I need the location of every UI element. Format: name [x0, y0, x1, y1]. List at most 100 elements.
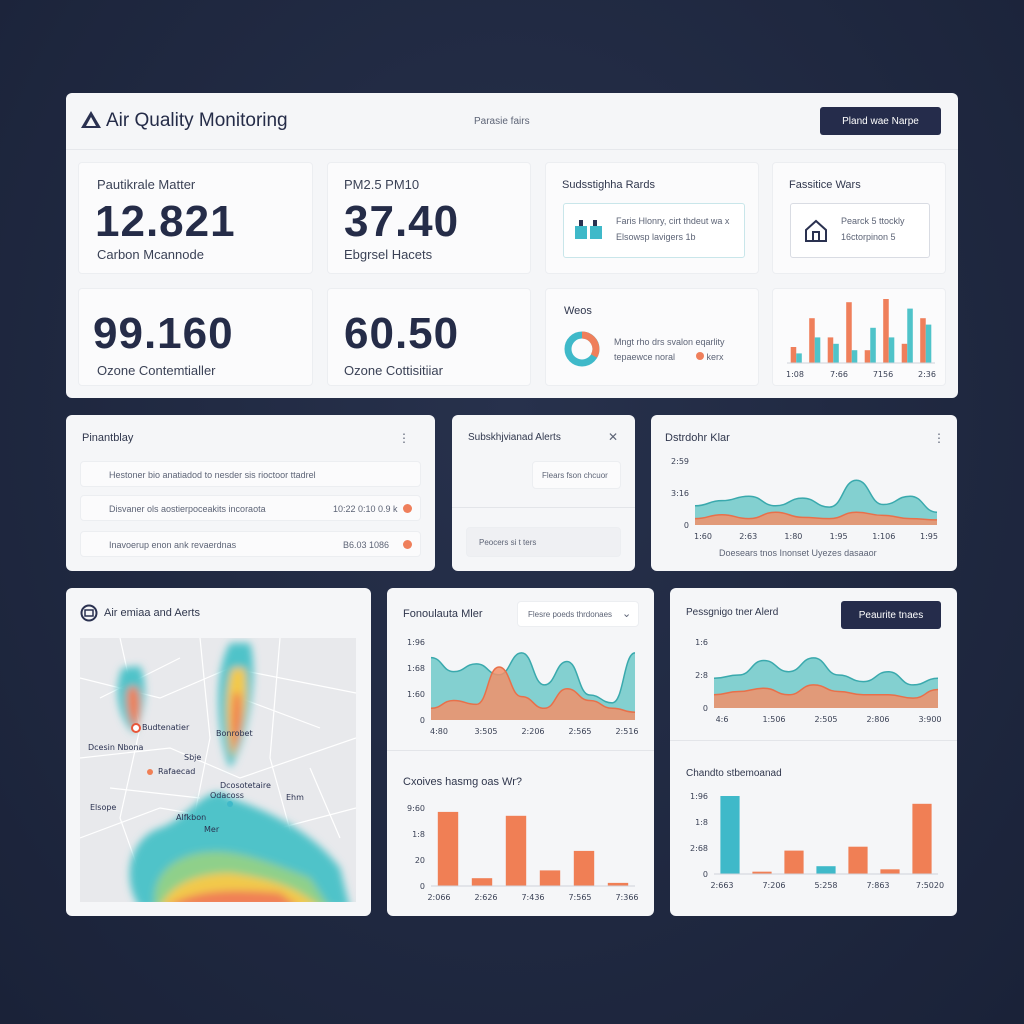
close[interactable]: ✕	[608, 430, 619, 444]
x-tick-label: 1:80	[784, 532, 802, 541]
x-tick-label: 4:6	[716, 715, 729, 724]
y-tick-label: 2:68	[690, 844, 708, 853]
item-value: 10:22 0:10 0.9 k	[333, 504, 398, 514]
metric-value: 99.160	[93, 309, 234, 358]
x-tick-label: 1:106	[872, 532, 895, 541]
list-item[interactable]: Hestoner bio anatiadod to nesder sis rio…	[80, 461, 421, 487]
metric-card: PM2.5 PM10 37.40 Ebgrsel Hacets	[327, 162, 531, 274]
panel-title: Subskhjvianad Alerts	[468, 432, 561, 443]
chevron: ⌄	[622, 608, 632, 620]
y-tick-label: 1:96	[407, 638, 425, 647]
icon	[575, 220, 602, 239]
status-dot	[403, 540, 412, 549]
panel-title: Air emiaa and Aerts	[104, 607, 200, 619]
x-tick-label: 7:863	[866, 881, 889, 890]
area	[714, 684, 938, 708]
bar	[505, 815, 527, 886]
divider	[66, 149, 958, 150]
bar	[809, 318, 815, 363]
info-line: tepaewce noral	[614, 352, 676, 362]
y-tick-label: 1:8	[412, 830, 425, 839]
x-tick-label: 7156	[873, 370, 893, 379]
info-box: Faris Hlonry, cirt thdeut wa x Elsowsp l…	[563, 203, 745, 258]
x-tick-label: 2:626	[474, 893, 497, 902]
bar	[539, 870, 561, 886]
x-tick-label: 7:206	[762, 881, 785, 890]
bar	[912, 803, 932, 874]
area-line	[713, 684, 939, 699]
map-label: Odacoss	[210, 791, 244, 800]
donut	[564, 331, 600, 367]
y-tick-label: 1:96	[690, 792, 708, 801]
metric-sub: Ozone Contemtialler	[97, 363, 216, 378]
metric-sub: Carbon Mcannode	[97, 247, 204, 262]
bar	[907, 308, 913, 363]
tag-text: kerx	[706, 352, 724, 362]
bar	[790, 347, 797, 363]
y-tick-label: 0	[420, 882, 425, 891]
item-value: B6.03 1086	[343, 540, 390, 550]
x-tick-label: 2:505	[814, 715, 837, 724]
menu[interactable]: ⋮	[398, 431, 410, 445]
metric-sub: Ebgrsel Hacets	[344, 247, 433, 262]
x-tick-label: 1:506	[762, 715, 785, 724]
bar	[880, 869, 900, 874]
bar	[814, 337, 821, 363]
y-tick-label: 1:8	[695, 818, 708, 827]
bar	[573, 850, 595, 886]
card-title: Fassitice Wars	[789, 179, 861, 191]
bar	[901, 343, 908, 363]
bar	[925, 324, 932, 363]
dropdown[interactable]: Flesre poeds thrdonaes ⌄	[517, 601, 639, 627]
area-line	[694, 511, 938, 521]
info-card: Weos Mngt rho drs svalon eqarlity tepaew…	[545, 288, 759, 386]
x-tick-label: 2:066	[427, 893, 450, 902]
y-tick-label: 0	[420, 716, 425, 725]
divider	[387, 750, 654, 751]
bar	[864, 350, 871, 363]
input-text: Flears fson chcuor	[542, 471, 608, 480]
x-tick-label: 7:5020	[916, 881, 944, 890]
bar	[720, 796, 740, 874]
info-box: Pearck 5 ttockly 16ctorpinon 5	[790, 203, 930, 258]
metric-card: Pautikrale Matter 12.821 Carbon Mcannode	[78, 162, 313, 274]
info-card: Sudsstighha Rards Faris Hlonry, cirt thd…	[545, 162, 759, 274]
metric-label: PM2.5 PM10	[344, 177, 420, 192]
info-line: Mngt rho drs svalon eqarlity	[614, 337, 725, 347]
caption: Doesears tnos Inonset Uyezes dasaaor	[719, 548, 877, 558]
map-label: Rafaecad	[158, 767, 195, 776]
list-item[interactable]: Disvaner ols aostierpoceakits incoraota 1…	[80, 495, 421, 521]
bar	[784, 850, 804, 874]
action-button[interactable]: Peaurite tnaes	[841, 601, 941, 629]
area	[431, 666, 635, 720]
y-tick-label: 2:59	[671, 457, 689, 466]
header-link[interactable]: Parasie fairs	[474, 116, 530, 127]
metric-label: Pautikrale Matter	[97, 177, 196, 192]
map-label: Budtenatier	[142, 723, 190, 732]
area-chart: 1:6 2:8 0 4:6 1:506 2:505 2:806 3:900	[695, 638, 941, 724]
bar-chart: 1:08 7:66 7156 2:36	[786, 299, 936, 379]
x-tick-label: 3:900	[918, 715, 941, 724]
header-button[interactable]: Pland wae Narpe	[820, 107, 941, 135]
list-panel: Pinantblay ⋮ Hestoner bio anatiadod to n…	[66, 415, 435, 571]
item-text: Hestoner bio anatiadod to nesder sis rio…	[109, 470, 316, 480]
info-card: Fassitice Wars Pearck 5 ttockly 16ctorpi…	[772, 162, 946, 274]
area-line	[430, 666, 636, 713]
field[interactable]: Peocers si t ters	[466, 527, 621, 557]
map: Dcesin Nbona Budtenatier Bonrobet Sbje R…	[80, 638, 356, 902]
list-item[interactable]: Inavoerup enon ank revaerdnas B6.03 1086	[80, 531, 421, 557]
map-label: Elsope	[90, 803, 116, 812]
input[interactable]: Flears fson chcuor	[532, 461, 621, 489]
bar	[471, 878, 493, 886]
x-tick-label: 5:258	[814, 881, 837, 890]
chart-panel: Pessgnigo tner Alerd Peaurite tnaes 1:6 2…	[670, 588, 957, 916]
menu[interactable]: ⋮	[933, 431, 945, 445]
x-tick-label: 2:63	[739, 532, 757, 541]
bar	[848, 846, 868, 874]
metric-value: 60.50	[344, 309, 460, 358]
y-tick-label: 3:16	[671, 489, 689, 498]
icon	[805, 219, 827, 242]
bar	[607, 882, 629, 886]
y-tick-label: 2:8	[695, 671, 708, 680]
map-label: Sbje	[184, 753, 201, 762]
